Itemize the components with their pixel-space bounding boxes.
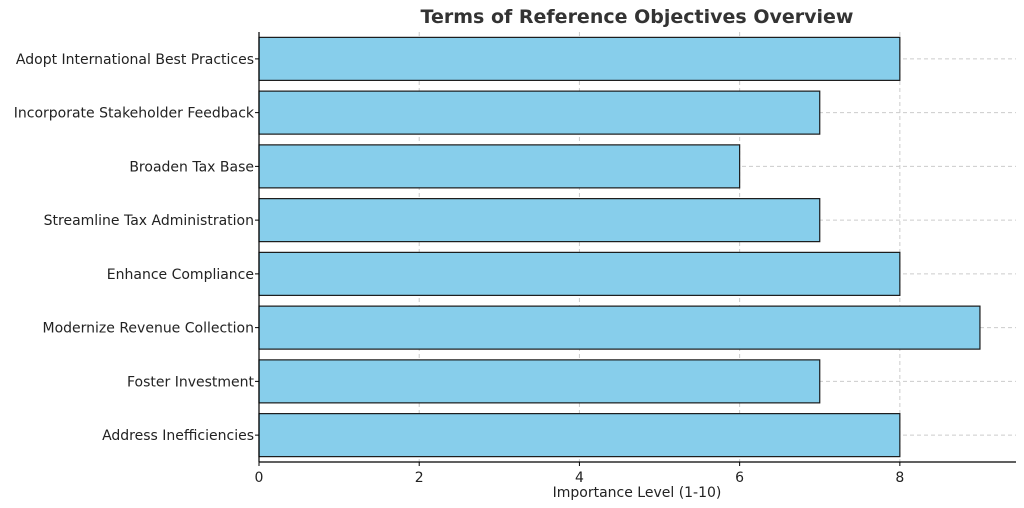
bar (258, 251, 901, 296)
bar (258, 36, 901, 81)
x-tick-label: 8 (895, 470, 904, 486)
axes-layer (255, 32, 1016, 466)
bar (258, 413, 901, 458)
bar (258, 198, 821, 243)
category-label: Adopt International Best Practices (16, 52, 254, 68)
x-tick-labels: 0 2 4 6 8 (255, 470, 905, 486)
bar (258, 305, 981, 350)
category-label: Streamline Tax Administration (44, 213, 254, 229)
bar (258, 359, 821, 404)
x-tick-label: 4 (575, 470, 584, 486)
category-label: Modernize Revenue Collection (43, 321, 255, 337)
category-label: Incorporate Stakeholder Feedback (14, 106, 255, 122)
category-label: Address Inefficiencies (102, 428, 254, 444)
x-tick-label: 0 (255, 470, 264, 486)
x-tick-label: 6 (735, 470, 744, 486)
category-label: Broaden Tax Base (129, 159, 254, 175)
category-label: Foster Investment (127, 374, 255, 390)
x-axis-label: Importance Level (1-10) (553, 485, 722, 501)
bar (258, 144, 741, 189)
category-labels: Address Inefficiencies Foster Investment M… (14, 52, 255, 444)
bars-layer (258, 36, 981, 458)
x-tick-label: 2 (415, 470, 424, 486)
category-label: Enhance Compliance (107, 267, 254, 283)
bar (258, 90, 821, 135)
chart-title: Terms of Reference Objectives Overview (421, 6, 854, 28)
